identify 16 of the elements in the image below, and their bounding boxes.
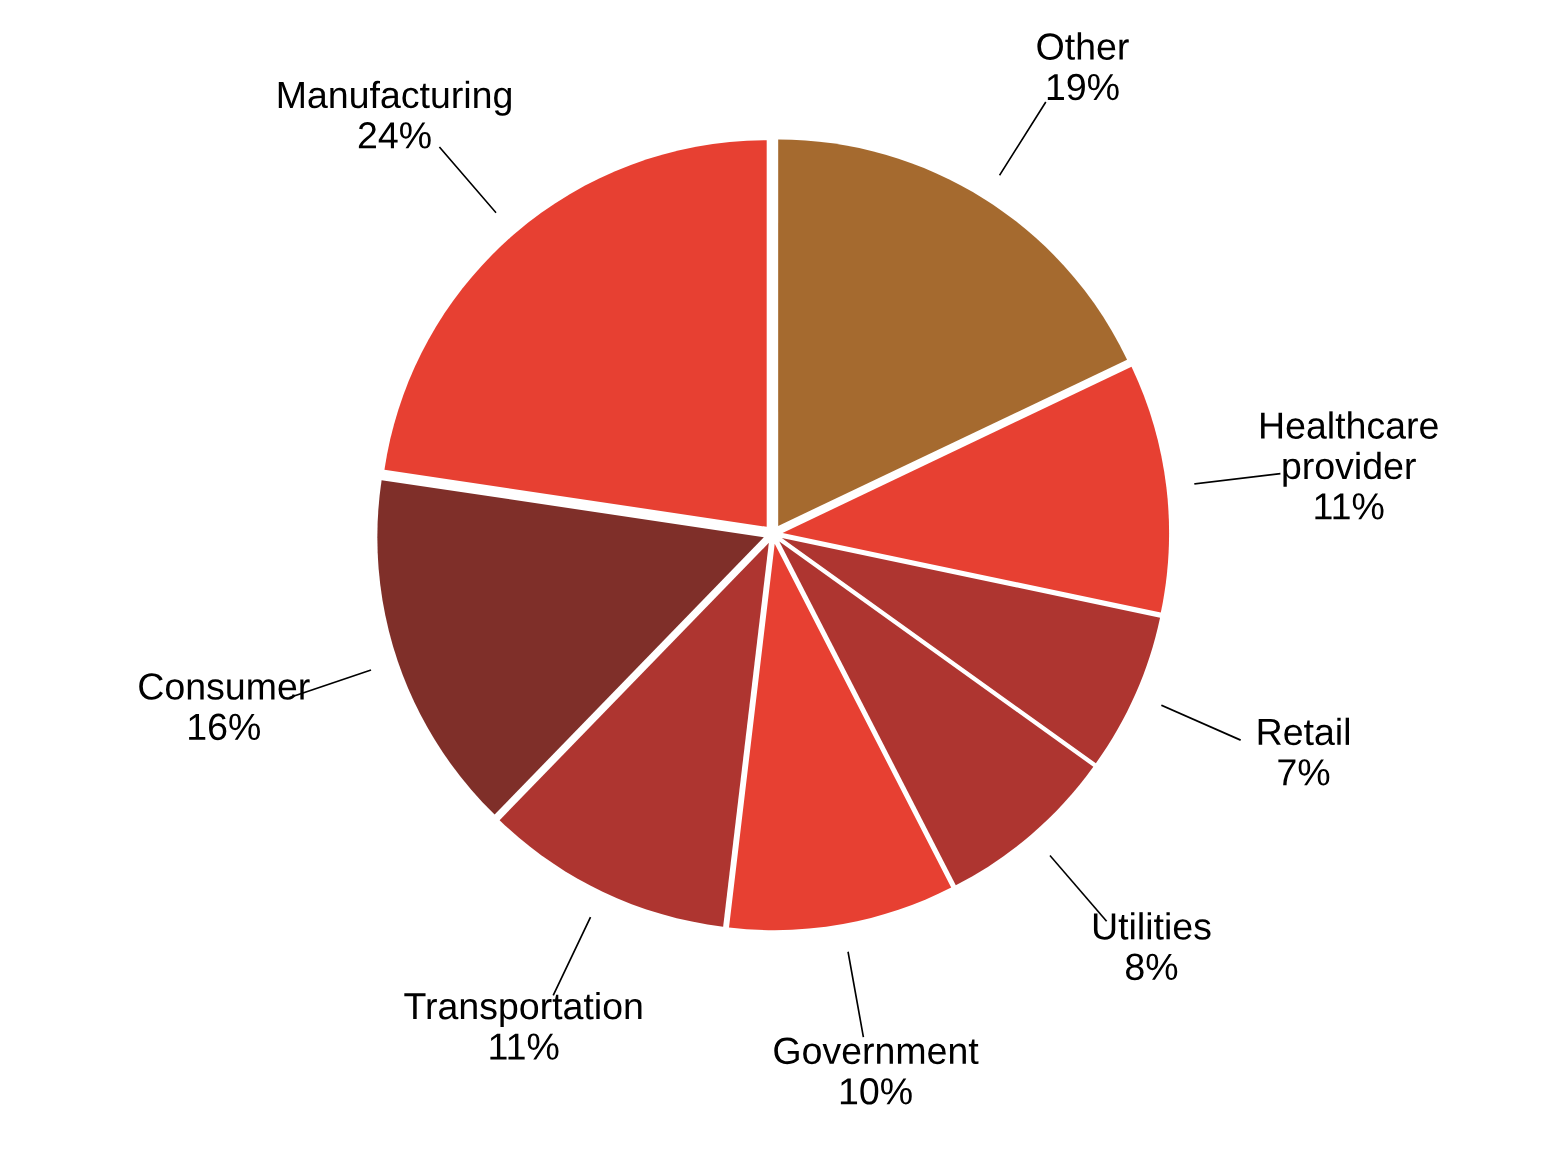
- slice-label: Transportation: [404, 991, 642, 1027]
- data-label: 8%: [1126, 953, 1178, 981]
- data-label: 19%: [1047, 73, 1119, 101]
- data-label: 11%: [1315, 493, 1384, 520]
- slice-label: Government: [774, 1037, 979, 1065]
- data-label: 16%: [189, 713, 260, 741]
- slice-label: Healthcare provider: [1261, 411, 1438, 487]
- slice-label: Other: [1037, 32, 1129, 60]
- data-label: 11%: [490, 1033, 559, 1060]
- data-label: 24%: [358, 122, 431, 149]
- data-label: 7%: [1278, 759, 1330, 786]
- data-label: 10%: [840, 1078, 912, 1105]
- slice-label: Utilities: [1093, 912, 1211, 940]
- slice-label: Retail: [1258, 717, 1349, 746]
- slice-label: Manufacturing: [278, 80, 511, 116]
- slice-label: Consumer: [139, 673, 310, 700]
